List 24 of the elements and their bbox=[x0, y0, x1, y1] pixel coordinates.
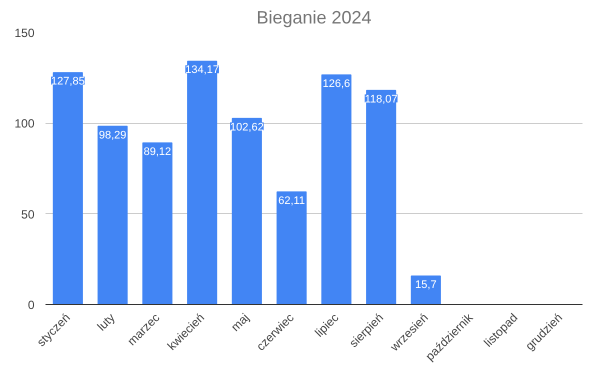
y-tick-label: 150 bbox=[14, 26, 35, 40]
data-label: 89,12 bbox=[144, 146, 172, 158]
x-tick-label: maj bbox=[228, 310, 252, 334]
data-label: 102,62 bbox=[230, 121, 264, 134]
data-label: 98,29 bbox=[98, 129, 126, 142]
bar bbox=[232, 118, 262, 304]
bar bbox=[142, 142, 172, 304]
chart-title: Bieganie 2024 bbox=[256, 8, 372, 28]
bar bbox=[187, 60, 218, 304]
bar bbox=[366, 90, 396, 304]
data-label: 15,7 bbox=[415, 279, 437, 292]
bar bbox=[98, 126, 128, 304]
data-label: 62,11 bbox=[278, 194, 305, 207]
y-tick-label: 0 bbox=[28, 298, 35, 312]
data-label: 127,85 bbox=[51, 76, 85, 88]
bar bbox=[321, 74, 352, 304]
bar bbox=[276, 191, 307, 304]
x-tick-label: luty bbox=[94, 310, 118, 334]
data-label: 118,07 bbox=[364, 93, 398, 106]
bar bbox=[52, 72, 83, 304]
data-label: 134,17 bbox=[185, 64, 219, 76]
y-tick-label: 100 bbox=[14, 116, 35, 131]
y-tick-label: 50 bbox=[21, 207, 35, 222]
data-label: 126,6 bbox=[322, 78, 350, 90]
